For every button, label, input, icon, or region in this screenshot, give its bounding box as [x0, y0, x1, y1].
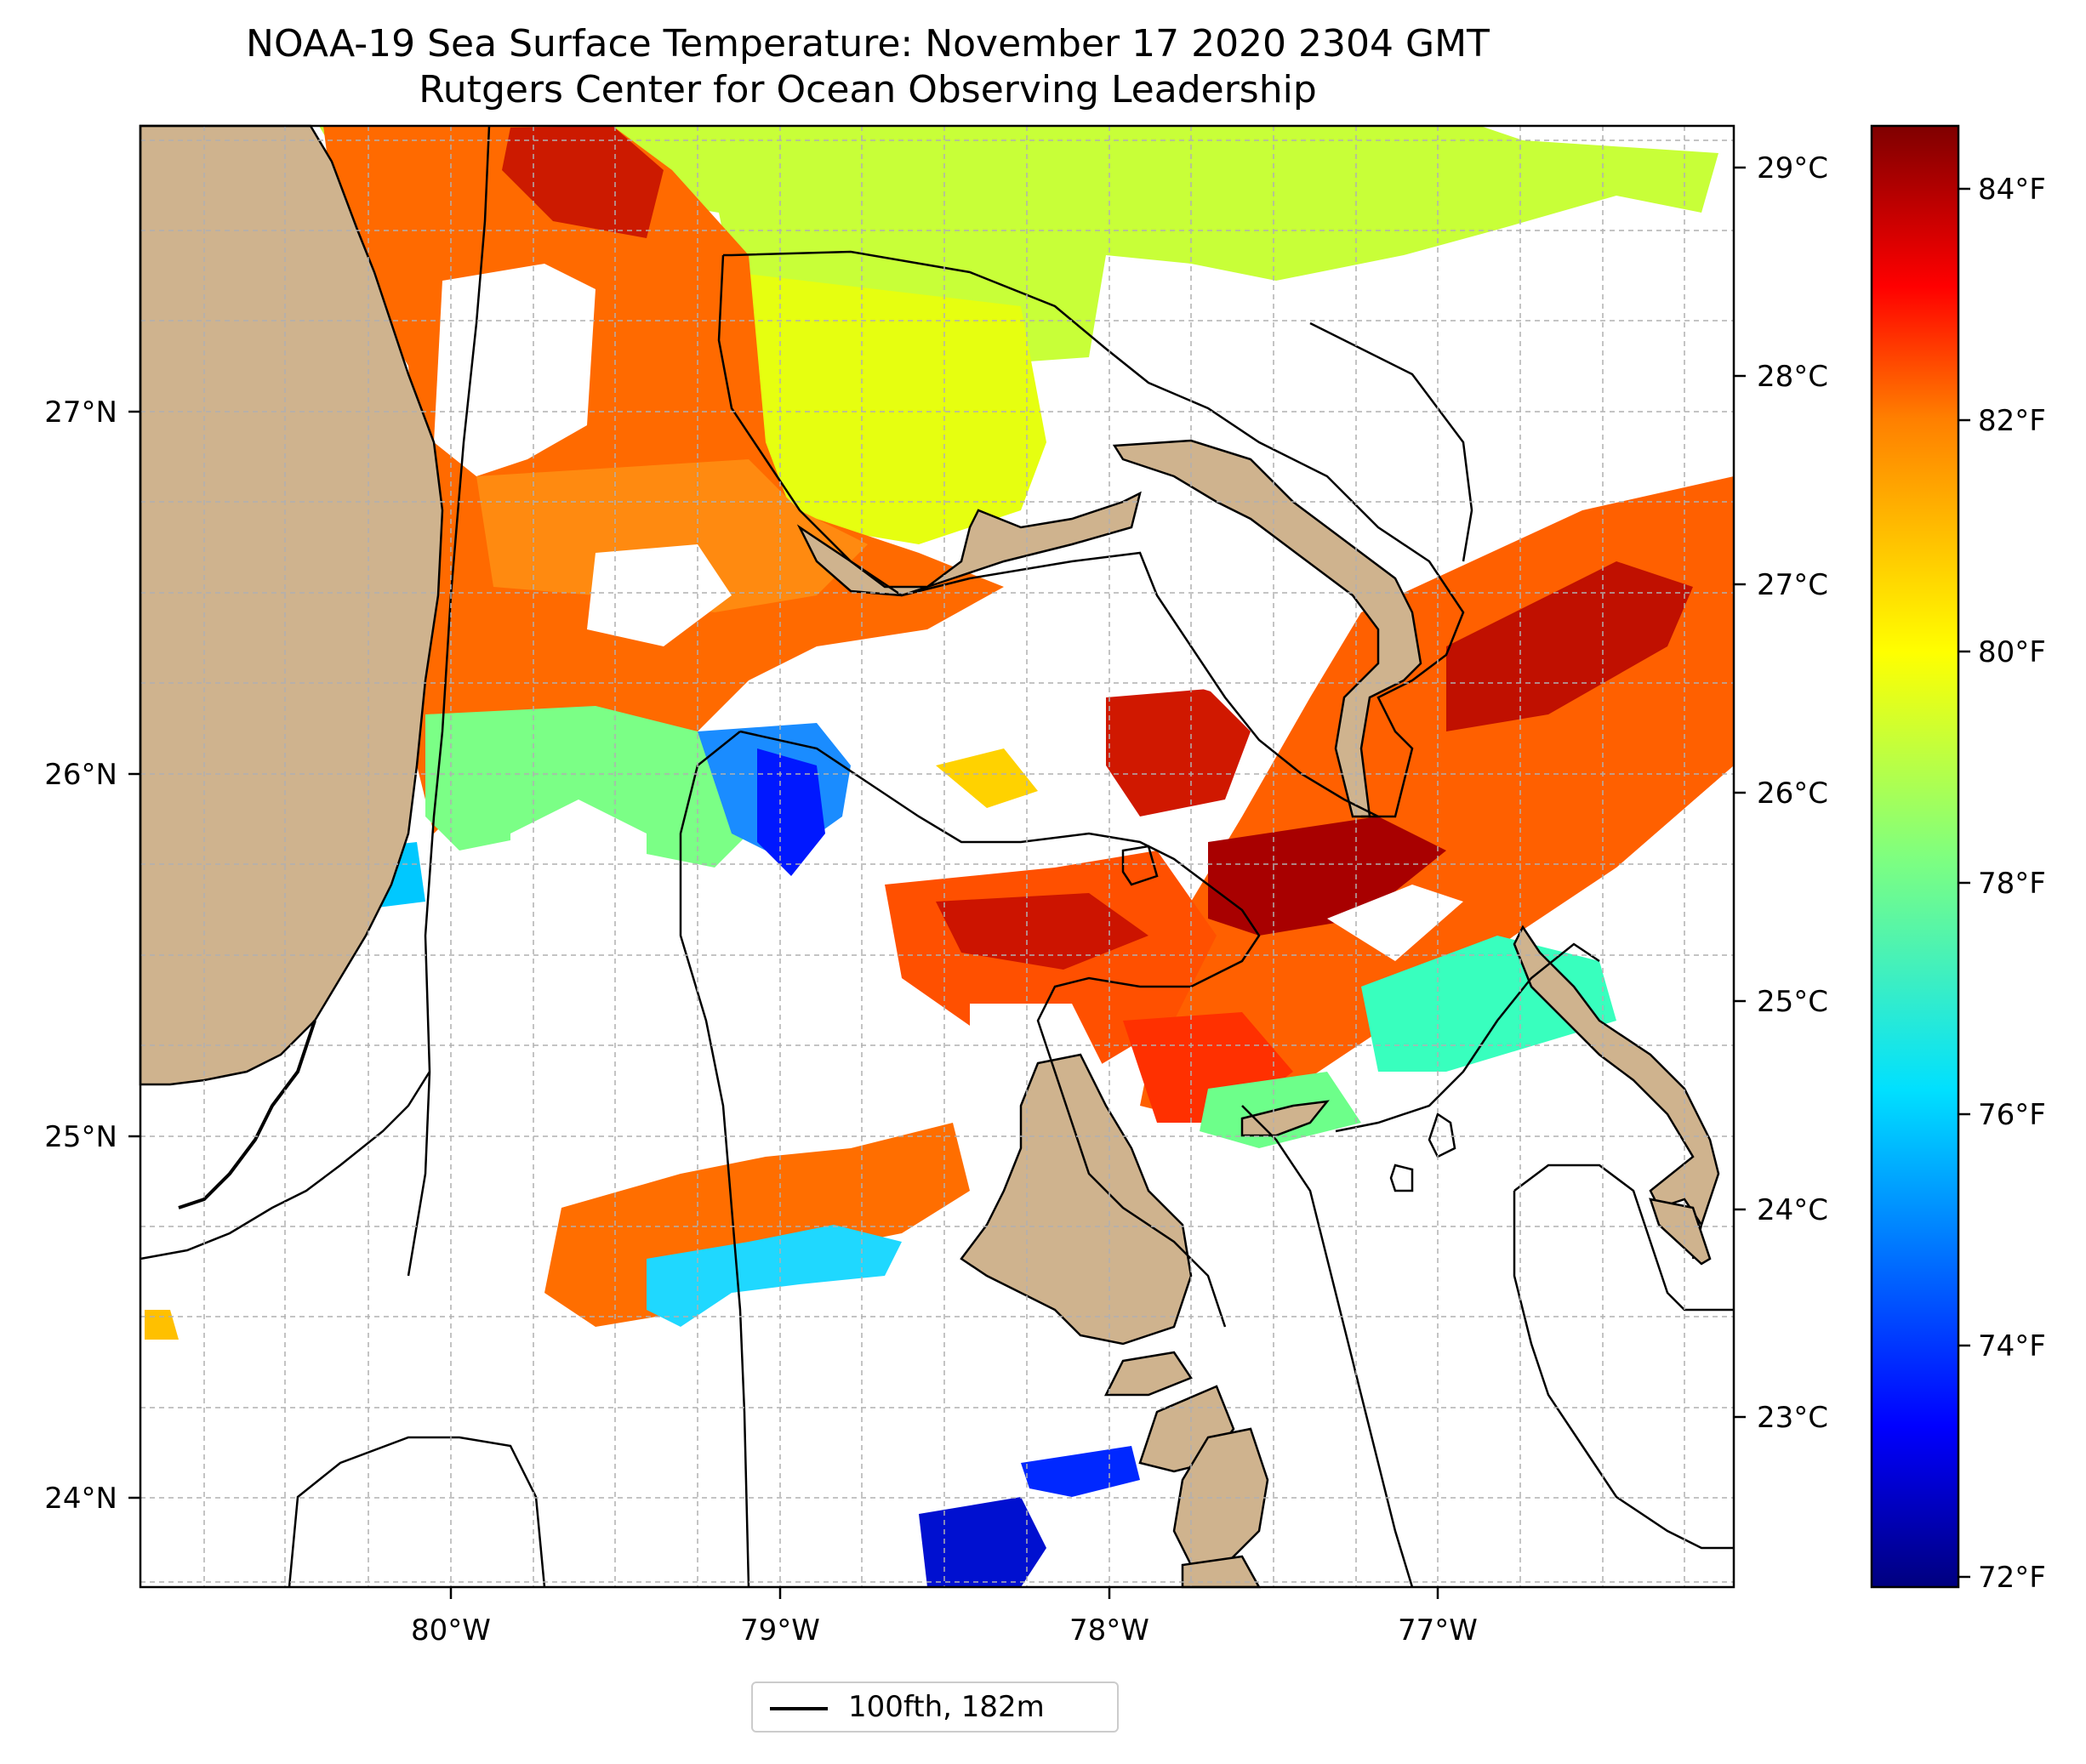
celsius-tick-label: 23°C	[1757, 1401, 1828, 1435]
legend-line-swatch	[770, 1707, 828, 1710]
lon-tick-label: 78°W	[1069, 1613, 1149, 1647]
sst-data-layer	[145, 126, 1734, 1587]
celsius-tick-label: 27°C	[1757, 568, 1828, 602]
lat-tick-label: 26°N	[44, 758, 117, 792]
fahrenheit-tick-labels: 84°F 82°F 80°F 78°F 76°F 74°F 72°F	[1978, 173, 2046, 1595]
map-title: NOAA-19 Sea Surface Temperature: Novembe…	[246, 22, 1490, 65]
celsius-tick-label: 29°C	[1757, 151, 1828, 185]
colorbar-ticks	[1958, 187, 1970, 1579]
colorbar-frame	[1870, 124, 1960, 1589]
lat-tick-labels: 27°N 26°N 25°N 24°N	[44, 395, 117, 1516]
lon-tick-labels: 80°W 79°W 78°W 77°W	[411, 1613, 1478, 1647]
florida-keys	[178, 1020, 316, 1209]
map-subtitle: Rutgers Center for Ocean Observing Leade…	[419, 68, 1317, 111]
fahrenheit-tick-label: 82°F	[1978, 404, 2046, 438]
colorbar	[1872, 126, 1958, 1587]
celsius-ticks	[1734, 166, 1746, 1419]
fahrenheit-tick-label: 74°F	[1978, 1329, 2046, 1363]
lon-tick-label: 77°W	[1398, 1613, 1478, 1647]
fahrenheit-tick-label: 80°F	[1978, 635, 2046, 669]
celsius-tick-label: 28°C	[1757, 360, 1828, 394]
major-ticks	[128, 410, 1439, 1599]
fahrenheit-tick-label: 78°F	[1978, 867, 2046, 901]
fahrenheit-tick-label: 76°F	[1978, 1098, 2046, 1132]
lat-tick-label: 24°N	[44, 1482, 117, 1516]
celsius-tick-label: 24°C	[1757, 1193, 1828, 1227]
fahrenheit-tick-label: 72°F	[1978, 1561, 2046, 1595]
map-legend: 100fth, 182m	[751, 1681, 1119, 1733]
lat-tick-label: 27°N	[44, 395, 117, 430]
celsius-tick-labels: 29°C 28°C 27°C 26°C 25°C 24°C 23°C	[1757, 151, 1828, 1435]
fahrenheit-tick-label: 84°F	[1978, 173, 2046, 207]
map-frame	[139, 124, 1735, 1589]
lon-tick-label: 80°W	[411, 1613, 491, 1647]
legend-label: 100fth, 182m	[848, 1690, 1045, 1724]
bahamas-land	[796, 439, 1720, 1589]
celsius-tick-label: 25°C	[1757, 985, 1828, 1019]
graticule	[140, 126, 1734, 1587]
lon-tick-label: 79°W	[740, 1613, 820, 1647]
lat-tick-label: 25°N	[44, 1120, 117, 1154]
celsius-tick-label: 26°C	[1757, 777, 1828, 811]
